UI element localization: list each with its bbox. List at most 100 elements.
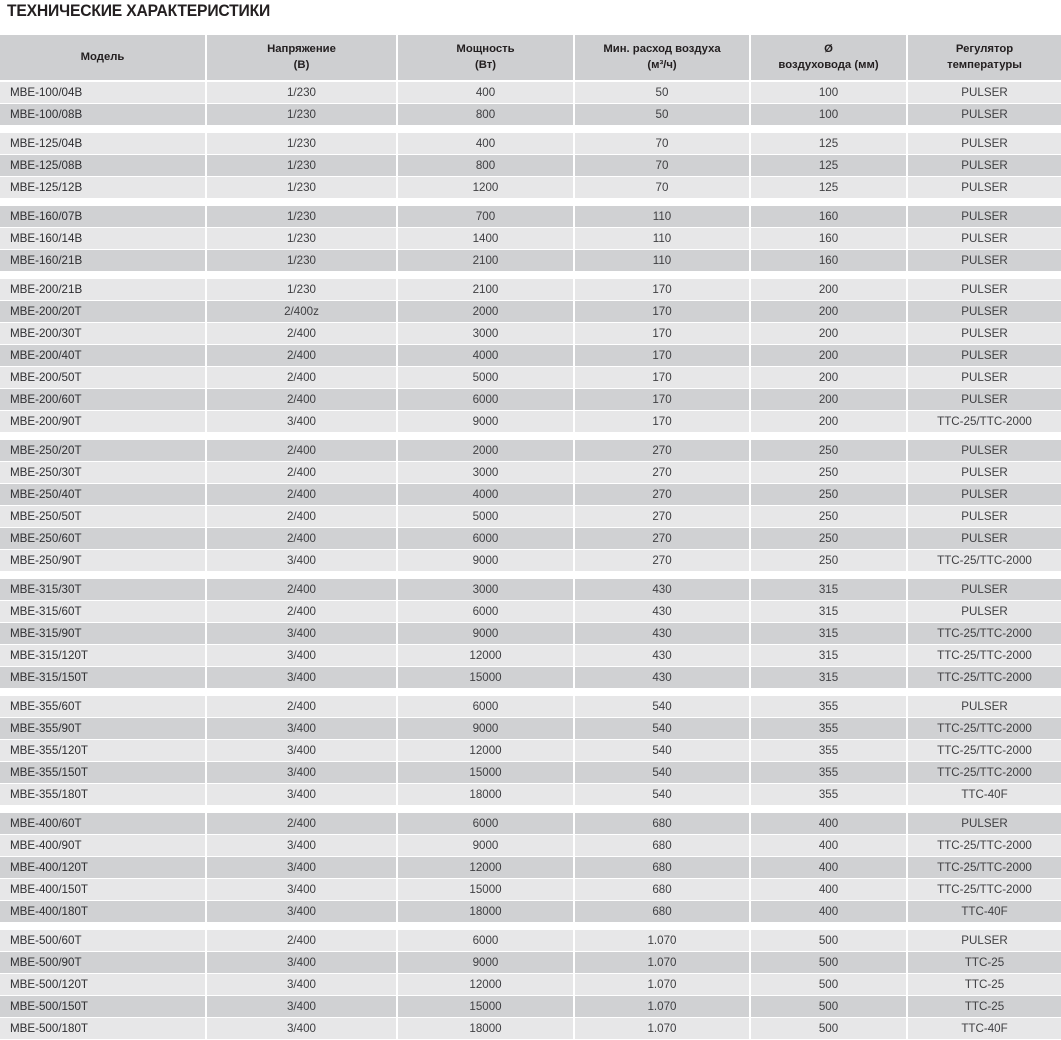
cell-airflow: 70 [575, 177, 751, 199]
cell-voltage: 2/400 [207, 528, 398, 550]
cell-voltage: 1/230 [207, 279, 398, 301]
table-row: MBE-400/90T 3/400 9000 680 400 TTC-25/TTC-200… [0, 835, 1061, 857]
cell-airflow: 680 [575, 835, 751, 857]
cell-power: 6000 [398, 696, 575, 718]
cell-airflow: 680 [575, 857, 751, 879]
group-separator-cell [0, 806, 1061, 813]
cell-airflow: 170 [575, 411, 751, 433]
cell-voltage: 3/400 [207, 762, 398, 784]
cell-power: 3000 [398, 462, 575, 484]
cell-power: 6000 [398, 528, 575, 550]
cell-airflow: 680 [575, 901, 751, 923]
cell-power: 9000 [398, 623, 575, 645]
cell-voltage: 3/400 [207, 550, 398, 572]
cell-power: 2100 [398, 279, 575, 301]
cell-airflow: 1.070 [575, 952, 751, 974]
cell-power: 15000 [398, 879, 575, 901]
cell-voltage: 2/400 [207, 389, 398, 411]
cell-model: MBE-400/150T [0, 879, 207, 901]
group-separator-cell [0, 689, 1061, 696]
cell-power: 3000 [398, 579, 575, 601]
group-separator [0, 923, 1061, 930]
cell-model: MBE-315/120T [0, 645, 207, 667]
cell-duct: 500 [751, 996, 908, 1018]
cell-model: MBE-355/150T [0, 762, 207, 784]
cell-model: MBE-200/60T [0, 389, 207, 411]
cell-power: 400 [398, 133, 575, 155]
cell-airflow: 680 [575, 879, 751, 901]
cell-regulator: TTC-25/TTC-2000 [908, 645, 1061, 667]
table-row: MBE-355/180T 3/400 18000 540 355 TTC-40F [0, 784, 1061, 806]
cell-duct: 250 [751, 440, 908, 462]
cell-voltage: 1/230 [207, 228, 398, 250]
cell-regulator: PULSER [908, 579, 1061, 601]
cell-voltage: 3/400 [207, 411, 398, 433]
cell-airflow: 170 [575, 389, 751, 411]
cell-model: MBE-355/90T [0, 718, 207, 740]
cell-airflow: 110 [575, 250, 751, 272]
cell-airflow: 540 [575, 718, 751, 740]
table-row: MBE-500/60T 2/400 6000 1.070 500 PULSER [0, 930, 1061, 952]
table-body: MBE-100/04B 1/230 400 50 100 PULSER MBE-100/08… [0, 82, 1061, 1040]
cell-duct: 125 [751, 177, 908, 199]
cell-model: MBE-315/150T [0, 667, 207, 689]
table-row: MBE-500/120T 3/400 12000 1.070 500 TTC-25 [0, 974, 1061, 996]
cell-duct: 315 [751, 645, 908, 667]
cell-model: MBE-160/21B [0, 250, 207, 272]
cell-regulator: TTC-25 [908, 952, 1061, 974]
cell-airflow: 170 [575, 279, 751, 301]
cell-voltage: 3/400 [207, 974, 398, 996]
column-header-airflow-line2: (м³/ч) [647, 58, 677, 71]
cell-power: 12000 [398, 974, 575, 996]
cell-power: 3000 [398, 323, 575, 345]
cell-power: 6000 [398, 813, 575, 835]
cell-model: MBE-500/150T [0, 996, 207, 1018]
cell-power: 2100 [398, 250, 575, 272]
table-row: MBE-315/120T 3/400 12000 430 315 TTC-25/TTC-2… [0, 645, 1061, 667]
cell-duct: 355 [751, 784, 908, 806]
cell-duct: 200 [751, 411, 908, 433]
cell-regulator: PULSER [908, 389, 1061, 411]
cell-voltage: 1/230 [207, 104, 398, 126]
cell-duct: 250 [751, 484, 908, 506]
cell-power: 800 [398, 155, 575, 177]
table-row: MBE-355/60T 2/400 6000 540 355 PULSER [0, 696, 1061, 718]
page-title: ТЕХНИЧЕСКИЕ ХАРАКТЕРИСТИКИ [7, 2, 271, 20]
column-header-duct-line2: воздуховода (мм) [778, 58, 879, 71]
table-row: MBE-500/150T 3/400 15000 1.070 500 TTC-25 [0, 996, 1061, 1018]
cell-regulator: PULSER [908, 177, 1061, 199]
cell-duct: 200 [751, 345, 908, 367]
cell-duct: 315 [751, 667, 908, 689]
cell-power: 800 [398, 104, 575, 126]
column-header-power-line1: Мощность [456, 43, 515, 56]
cell-regulator: PULSER [908, 345, 1061, 367]
cell-airflow: 270 [575, 462, 751, 484]
cell-airflow: 270 [575, 484, 751, 506]
cell-airflow: 270 [575, 440, 751, 462]
cell-duct: 200 [751, 323, 908, 345]
table-header-row: Модель Напряжение (В) Мощность (Вт) Мин.… [0, 35, 1061, 82]
table-row: MBE-125/04B 1/230 400 70 125 PULSER [0, 133, 1061, 155]
table-row: MBE-125/12B 1/230 1200 70 125 PULSER [0, 177, 1061, 199]
cell-regulator: TTC-40F [908, 784, 1061, 806]
cell-regulator: PULSER [908, 528, 1061, 550]
cell-regulator: TTC-25/TTC-2000 [908, 879, 1061, 901]
cell-regulator: TTC-25 [908, 974, 1061, 996]
cell-power: 9000 [398, 718, 575, 740]
cell-model: MBE-400/180T [0, 901, 207, 923]
group-separator-cell [0, 923, 1061, 930]
cell-duct: 200 [751, 279, 908, 301]
cell-duct: 500 [751, 930, 908, 952]
column-header-voltage-line1: Напряжение [267, 43, 336, 56]
cell-regulator: PULSER [908, 279, 1061, 301]
cell-regulator: PULSER [908, 82, 1061, 104]
cell-power: 12000 [398, 857, 575, 879]
cell-model: MBE-250/20T [0, 440, 207, 462]
cell-voltage: 2/400 [207, 367, 398, 389]
cell-voltage: 3/400 [207, 901, 398, 923]
cell-airflow: 540 [575, 762, 751, 784]
cell-duct: 355 [751, 718, 908, 740]
cell-duct: 200 [751, 367, 908, 389]
table-row: MBE-160/14B 1/230 1400 110 160 PULSER [0, 228, 1061, 250]
cell-regulator: PULSER [908, 250, 1061, 272]
